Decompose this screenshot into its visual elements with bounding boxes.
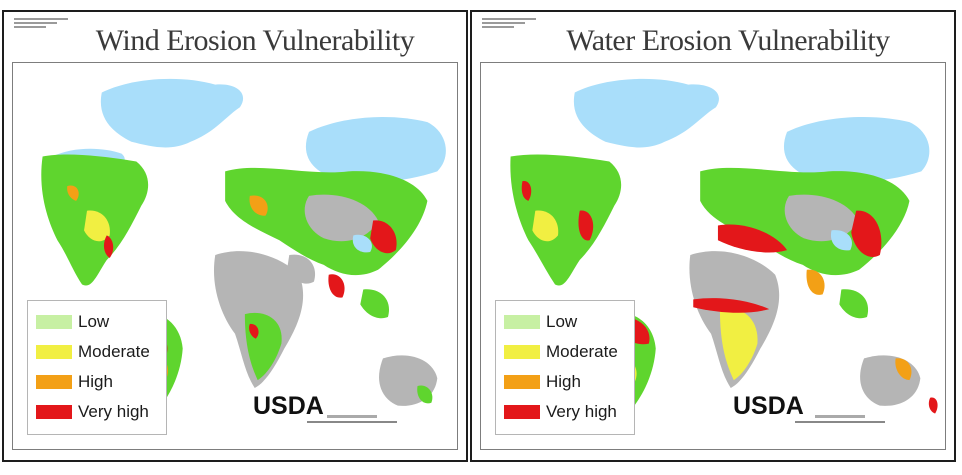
world-map: Low Moderate High Very high USDA [480, 62, 946, 450]
map-title: Wind Erosion Vulnerability [95, 24, 415, 57]
legend-swatch-moderate [36, 345, 72, 359]
legend-item: Moderate [36, 337, 158, 367]
legend-swatch-high [504, 375, 540, 389]
australia [860, 355, 921, 406]
legend-swatch-moderate [504, 345, 540, 359]
legend-item: Very high [36, 397, 158, 427]
legend-label: Low [546, 312, 578, 331]
legend-item: High [36, 367, 158, 397]
source-label: USDA [253, 392, 324, 420]
north-america [510, 154, 622, 286]
source-label: USDA [733, 392, 804, 420]
legend-item: Moderate [504, 337, 626, 367]
world-map: Low Moderate High Very high USDA [12, 62, 458, 450]
map-legend: Low Moderate High Very high [495, 300, 635, 435]
map-header-note [482, 18, 536, 30]
legend-label: Moderate [546, 342, 618, 361]
legend-label: Very high [78, 402, 149, 421]
legend-item: Low [36, 307, 158, 337]
world-map-graphic [510, 78, 938, 418]
legend-swatch-very-high [36, 405, 72, 419]
wind-erosion-map-panel: Wind Erosion Vulnerability [2, 10, 468, 462]
greenland [153, 96, 197, 139]
legend-label: Very high [546, 402, 617, 421]
legend-label: High [78, 372, 113, 391]
map-title: Water Erosion Vulnerability [566, 24, 890, 57]
legend-item: Very high [504, 397, 626, 427]
legend-swatch-high [36, 375, 72, 389]
legend-label: Low [78, 312, 110, 331]
legend-item: Low [504, 307, 626, 337]
siberia-region [305, 116, 446, 183]
siberia-region [783, 116, 930, 183]
legend-label: Moderate [78, 342, 150, 361]
water-erosion-map-panel: Water Erosion Vulnerability [470, 10, 956, 462]
legend-item: High [504, 367, 626, 397]
greenland [627, 96, 671, 139]
scale-bar [795, 415, 885, 423]
legend-swatch-low [36, 315, 72, 329]
scale-bar [307, 415, 397, 423]
legend-swatch-low [504, 315, 540, 329]
legend-label: High [546, 372, 581, 391]
map-legend: Low Moderate High Very high [27, 300, 167, 435]
legend-swatch-very-high [504, 405, 540, 419]
map-header-note [14, 18, 68, 30]
